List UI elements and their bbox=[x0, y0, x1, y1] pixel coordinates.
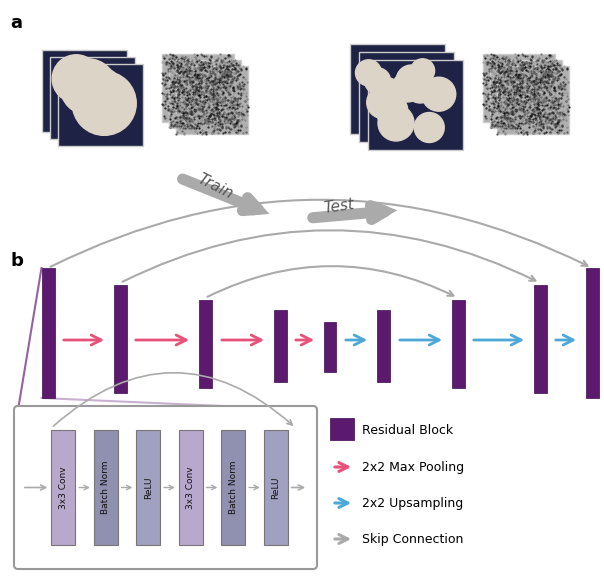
Text: 3x3 Conv: 3x3 Conv bbox=[186, 466, 195, 509]
FancyBboxPatch shape bbox=[114, 285, 126, 393]
FancyBboxPatch shape bbox=[137, 430, 160, 545]
Circle shape bbox=[422, 77, 456, 111]
Circle shape bbox=[405, 73, 435, 103]
Circle shape bbox=[414, 113, 445, 143]
Circle shape bbox=[367, 87, 399, 118]
FancyBboxPatch shape bbox=[94, 430, 118, 545]
Circle shape bbox=[378, 105, 414, 141]
Text: Test: Test bbox=[323, 197, 356, 216]
Text: Train: Train bbox=[195, 172, 236, 202]
Text: 2x2 Upsampling: 2x2 Upsampling bbox=[362, 497, 463, 509]
Text: 2x2 Max Pooling: 2x2 Max Pooling bbox=[362, 461, 464, 473]
FancyBboxPatch shape bbox=[452, 300, 464, 388]
Circle shape bbox=[373, 77, 400, 106]
Circle shape bbox=[60, 59, 116, 115]
FancyBboxPatch shape bbox=[533, 285, 547, 393]
Circle shape bbox=[72, 71, 137, 135]
FancyBboxPatch shape bbox=[57, 64, 143, 146]
FancyBboxPatch shape bbox=[359, 52, 454, 142]
FancyBboxPatch shape bbox=[324, 322, 336, 372]
FancyBboxPatch shape bbox=[50, 57, 135, 139]
Text: Batch Norm: Batch Norm bbox=[229, 461, 238, 514]
FancyBboxPatch shape bbox=[497, 66, 569, 134]
Circle shape bbox=[356, 60, 382, 86]
FancyBboxPatch shape bbox=[490, 60, 562, 128]
FancyBboxPatch shape bbox=[376, 310, 390, 382]
Circle shape bbox=[364, 68, 391, 94]
FancyBboxPatch shape bbox=[162, 54, 234, 122]
Text: ReLU: ReLU bbox=[271, 476, 280, 499]
FancyBboxPatch shape bbox=[350, 44, 445, 134]
Text: Skip Connection: Skip Connection bbox=[362, 532, 463, 546]
FancyBboxPatch shape bbox=[169, 60, 241, 128]
Text: 3x3 Conv: 3x3 Conv bbox=[59, 466, 68, 509]
Text: a: a bbox=[10, 14, 22, 32]
FancyBboxPatch shape bbox=[367, 60, 463, 150]
FancyBboxPatch shape bbox=[585, 268, 599, 398]
FancyBboxPatch shape bbox=[42, 268, 54, 398]
Circle shape bbox=[396, 65, 426, 95]
FancyBboxPatch shape bbox=[51, 430, 76, 545]
FancyBboxPatch shape bbox=[221, 430, 245, 545]
Circle shape bbox=[376, 94, 408, 127]
Circle shape bbox=[68, 66, 124, 122]
Text: ReLU: ReLU bbox=[144, 476, 153, 499]
Text: Batch Norm: Batch Norm bbox=[101, 461, 111, 514]
FancyBboxPatch shape bbox=[42, 50, 126, 132]
Text: Residual Block: Residual Block bbox=[362, 424, 453, 438]
FancyBboxPatch shape bbox=[330, 418, 354, 440]
Circle shape bbox=[393, 72, 422, 102]
Circle shape bbox=[411, 59, 435, 83]
FancyBboxPatch shape bbox=[179, 430, 203, 545]
FancyBboxPatch shape bbox=[274, 310, 286, 382]
FancyBboxPatch shape bbox=[199, 300, 211, 388]
FancyBboxPatch shape bbox=[176, 66, 248, 134]
FancyBboxPatch shape bbox=[483, 54, 555, 122]
FancyBboxPatch shape bbox=[14, 406, 317, 569]
Text: b: b bbox=[10, 252, 23, 270]
Circle shape bbox=[52, 55, 100, 103]
FancyBboxPatch shape bbox=[264, 430, 288, 545]
